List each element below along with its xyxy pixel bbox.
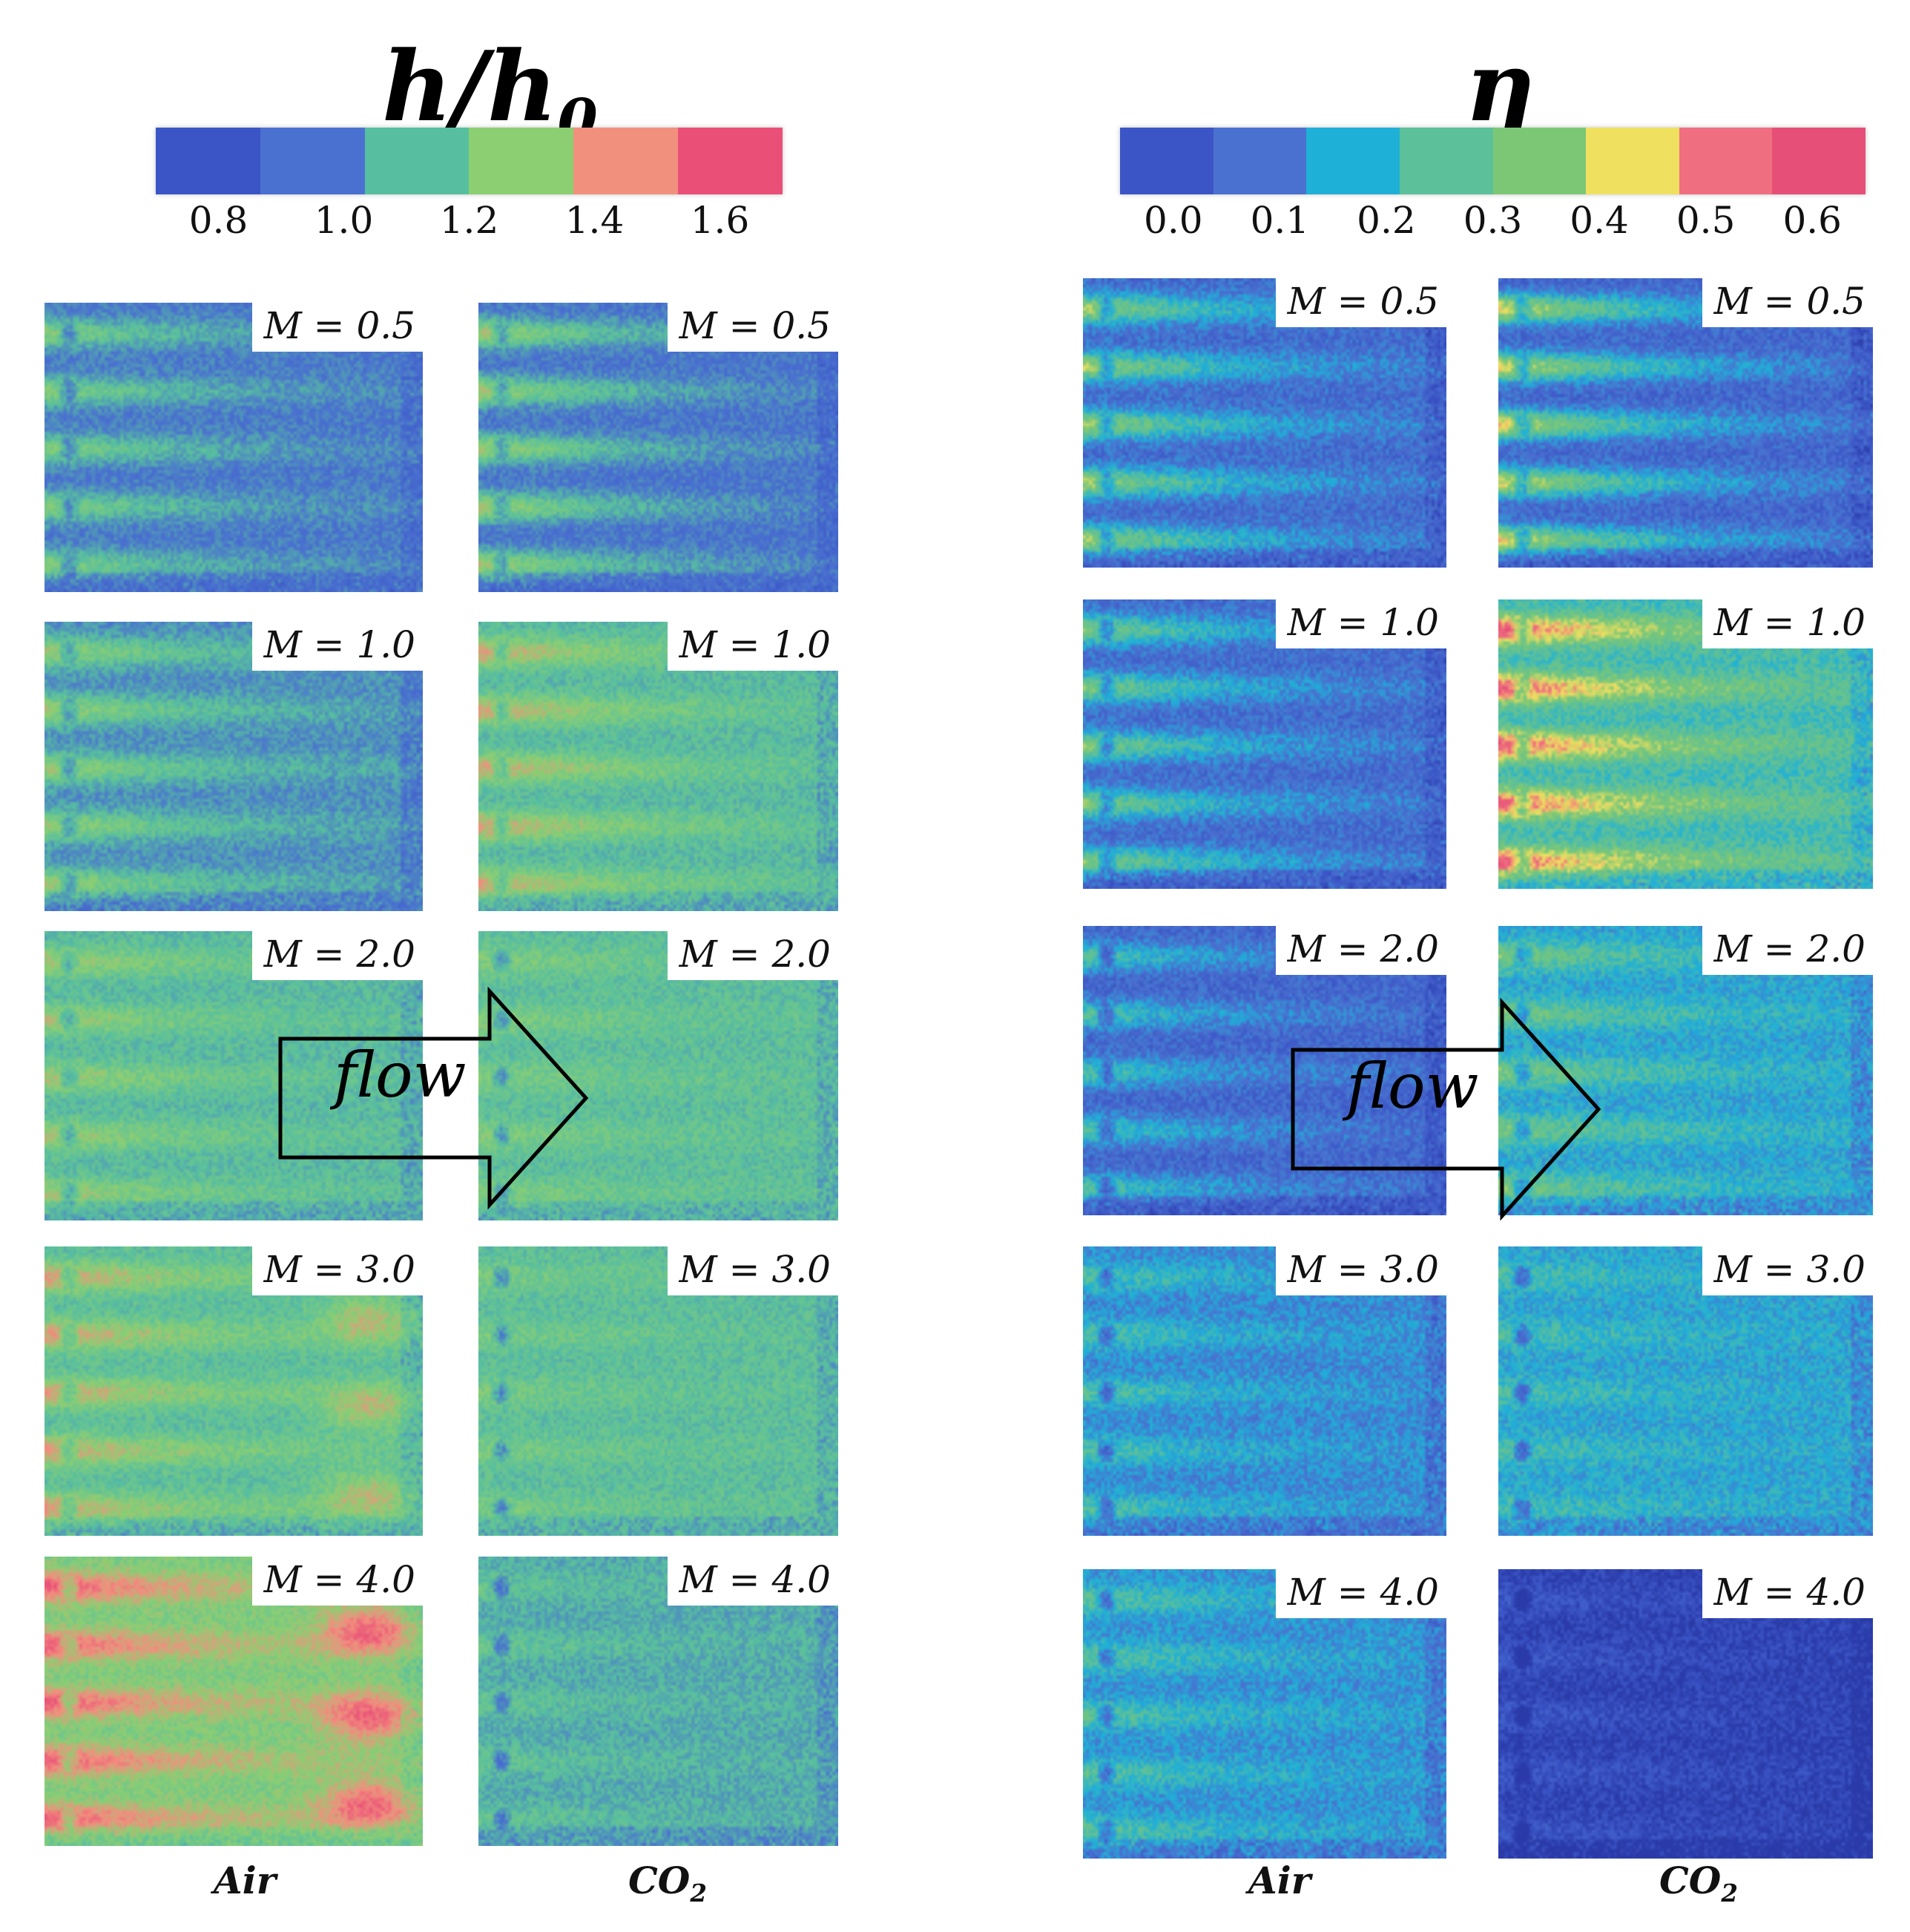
right-colorbar-segment [1120,128,1213,194]
col-label-left-air: Air [214,1859,276,1902]
blowing-ratio-label: M = 3.0 [1275,1246,1446,1295]
left-colorbar-tick-label: 1.4 [564,199,625,242]
col-label-left-air-text: Air [213,1859,277,1902]
hh0-co2-panel-3: M = 3.0 [478,1246,838,1536]
right-colorbar-segment [1679,128,1773,194]
left-colorbar-tick-label: 1.6 [690,199,750,242]
col-label-left-co2-sub: 2 [690,1879,707,1908]
right-title-text: η [1465,30,1535,143]
right-colorbar-tick-label: 0.1 [1250,199,1310,242]
hh0-air-panel-4: M = 4.0 [45,1557,423,1846]
blowing-ratio-label: M = 1.0 [667,622,838,671]
eta-co2-panel-2: M = 2.0 [1498,926,1873,1215]
right-colorbar-tick-label: 0.2 [1357,199,1416,242]
hh0-co2-panel-2: M = 2.0 [478,931,838,1220]
hh0-air-panel-3: M = 3.0 [45,1246,423,1536]
left-title: h/h0 [382,30,598,154]
blowing-ratio-label: M = 1.0 [251,622,423,671]
blowing-ratio-label: M = 0.5 [667,303,838,352]
eta-co2-panel-1: M = 1.0 [1498,599,1873,889]
flow-label-right: flow [1346,1050,1479,1123]
left-colorbar-tick-label: 0.8 [188,199,248,242]
left-colorbar-segment [364,128,470,194]
hh0-co2-panel-4: M = 4.0 [478,1557,838,1846]
right-colorbar-tick-label: 0.6 [1782,199,1842,242]
left-colorbar-segment [156,128,260,194]
left-colorbar-segment [678,128,783,194]
hh0-co2-panel-0: M = 0.5 [478,303,838,592]
col-label-right-co2-sub: 2 [1721,1879,1738,1908]
blowing-ratio-label: M = 3.0 [1702,1246,1873,1295]
left-title-text: h/h [382,30,558,143]
eta-air-panel-3: M = 3.0 [1083,1246,1446,1536]
right-colorbar-segment [1306,128,1400,194]
eta-co2-panel-0: M = 0.5 [1498,278,1873,568]
eta-co2-panel-4: M = 4.0 [1498,1569,1873,1859]
flow-arrow-right-shape [1291,998,1601,1220]
right-colorbar-tick-label: 0.3 [1463,199,1523,242]
right-colorbar-tick-label: 0.0 [1144,199,1203,242]
col-label-left-co2: CO2 [628,1859,707,1908]
blowing-ratio-label: M = 2.0 [667,931,838,980]
blowing-ratio-label: M = 1.0 [1702,599,1873,648]
right-colorbar-tick-label: 0.4 [1570,199,1629,242]
right-colorbar-segment [1399,128,1493,194]
hh0-air-panel-1: M = 1.0 [45,622,423,911]
left-colorbar [156,128,783,194]
left-colorbar-segment [573,128,679,194]
right-colorbar-segment [1586,128,1679,194]
flow-arrow-left [278,987,589,1209]
right-colorbar-segment [1213,128,1307,194]
blowing-ratio-label: M = 2.0 [1702,926,1873,975]
blowing-ratio-label: M = 4.0 [667,1557,838,1606]
blowing-ratio-label: M = 0.5 [251,303,423,352]
left-colorbar-segment [260,128,365,194]
blowing-ratio-label: M = 2.0 [251,931,423,980]
col-label-left-co2-text: CO [628,1859,691,1902]
left-colorbar-tick-label: 1.2 [439,199,499,242]
right-colorbar [1120,128,1865,194]
blowing-ratio-label: M = 4.0 [1702,1569,1873,1618]
blowing-ratio-label: M = 0.5 [1702,278,1873,327]
flow-label-left: flow [334,1039,467,1111]
hh0-co2-panel-1: M = 1.0 [478,622,838,911]
right-colorbar-segment [1492,128,1587,194]
right-colorbar-tick-label: 0.5 [1676,199,1736,242]
eta-air-panel-1: M = 1.0 [1083,599,1446,889]
col-label-right-co2-text: CO [1659,1859,1722,1902]
eta-co2-panel-3: M = 3.0 [1498,1246,1873,1536]
eta-air-panel-4: M = 4.0 [1083,1569,1446,1859]
col-label-right-air-text: Air [1248,1859,1311,1902]
flow-arrow-right [1291,998,1601,1220]
hh0-air-panel-2: M = 2.0 [45,931,423,1220]
blowing-ratio-label: M = 2.0 [1275,926,1446,975]
left-colorbar-segment [469,128,574,194]
right-colorbar-segment [1772,128,1865,194]
right-title: η [1465,30,1535,143]
blowing-ratio-label: M = 1.0 [1275,599,1446,648]
col-label-right-air: Air [1248,1859,1311,1902]
left-colorbar-tick-label: 1.0 [314,199,374,242]
blowing-ratio-label: M = 3.0 [251,1246,423,1295]
flow-arrow-left-shape [278,987,589,1209]
blowing-ratio-label: M = 4.0 [1275,1569,1446,1618]
col-label-right-co2: CO2 [1659,1859,1738,1908]
eta-air-panel-0: M = 0.5 [1083,278,1446,568]
blowing-ratio-label: M = 4.0 [251,1557,423,1606]
blowing-ratio-label: M = 3.0 [667,1246,838,1295]
hh0-air-panel-0: M = 0.5 [45,303,423,592]
blowing-ratio-label: M = 0.5 [1275,278,1446,327]
